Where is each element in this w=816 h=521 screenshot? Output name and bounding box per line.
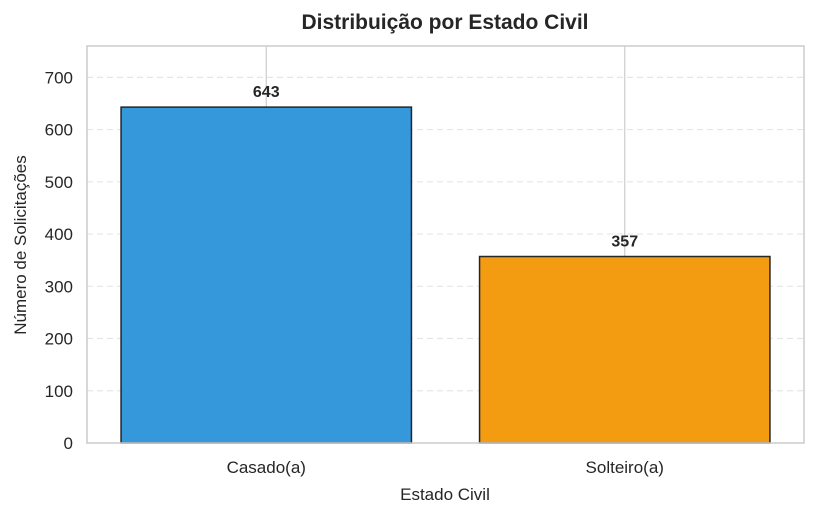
y-tick-label: 600 xyxy=(45,121,73,140)
y-tick-label: 0 xyxy=(64,434,73,453)
bar-solteiro-a xyxy=(478,255,771,444)
bar-value-label: 357 xyxy=(611,234,638,251)
plot-frame xyxy=(86,45,805,444)
chart-title: Distribuição por Estado Civil xyxy=(301,11,588,34)
bar-value-label: 643 xyxy=(253,84,280,101)
bars xyxy=(120,106,771,444)
x-tick-label: Solteiro(a) xyxy=(586,458,664,477)
data-labels: 643 357 xyxy=(253,84,638,250)
bar-casado-a xyxy=(120,106,413,444)
y-tick-label: 700 xyxy=(45,68,73,87)
x-tick-label: Casado(a) xyxy=(227,458,306,477)
y-tick-labels: 0 100 200 300 400 500 600 700 xyxy=(45,68,73,453)
y-tick-label: 400 xyxy=(45,225,73,244)
y-tick-label: 200 xyxy=(45,330,73,349)
y-tick-label: 300 xyxy=(45,277,73,296)
x-axis-label: Estado Civil xyxy=(400,485,490,504)
x-tick-labels: Casado(a) Solteiro(a) xyxy=(227,458,664,477)
y-axis-label: Número de Solicitações xyxy=(11,155,30,335)
y-tick-label: 500 xyxy=(45,173,73,192)
y-tick-label: 100 xyxy=(45,382,73,401)
